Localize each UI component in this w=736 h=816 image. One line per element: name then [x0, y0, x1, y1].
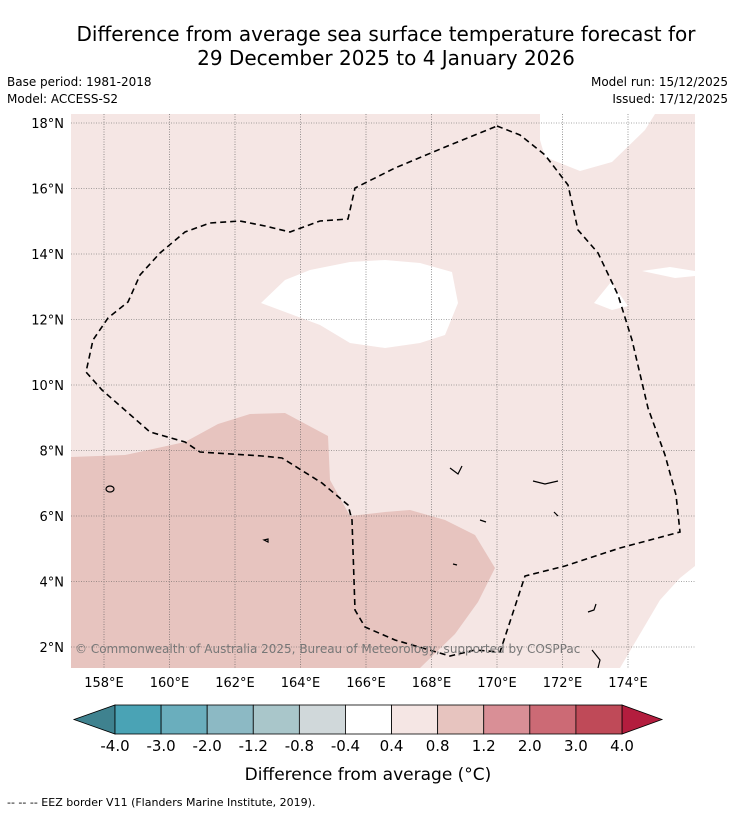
colorbar-tick-label: -2.0 [193, 737, 222, 755]
island [452, 563, 458, 566]
base-period: Base period: 1981-2018 [7, 75, 152, 89]
colorbar-swatch [391, 704, 439, 735]
title-line-2: 29 December 2025 to 4 January 2026 [197, 46, 575, 70]
colorbar-label: Difference from average (°C) [245, 765, 492, 785]
island [587, 603, 597, 613]
colorbar-tick-label: -4.0 [100, 737, 129, 755]
map-area [71, 114, 695, 668]
longitude-label: 174°E [608, 676, 648, 691]
longitude-label: 170°E [477, 676, 517, 691]
colorbar-swatch [252, 704, 300, 735]
island [532, 480, 559, 485]
latitude-label: 18°N [31, 117, 64, 132]
latitude-label: 14°N [31, 248, 64, 263]
latitude-label: 12°N [31, 314, 64, 329]
colorbar-tick-label: 3.0 [564, 737, 588, 755]
island [105, 485, 115, 493]
latitude-label: 8°N [40, 445, 65, 460]
colorbar-under-arrow [72, 704, 116, 735]
longitude-label: 162°E [215, 676, 255, 691]
title-line-1: Difference from average sea surface temp… [76, 22, 696, 46]
islands [105, 465, 601, 669]
colorbar-swatch [437, 704, 485, 735]
latitude-label: 10°N [31, 379, 64, 394]
longitude-label: 164°E [281, 676, 321, 691]
latitude-label: 2°N [40, 641, 65, 656]
island [262, 538, 269, 543]
island [449, 465, 463, 475]
issued-date: Issued: 17/12/2025 [612, 92, 728, 106]
colorbar-swatch [483, 704, 531, 735]
colorbar-swatch [345, 704, 392, 735]
longitude-label: 172°E [543, 676, 583, 691]
island [591, 649, 601, 669]
latitude-label: 4°N [40, 576, 65, 591]
neutral-region-southeast [620, 566, 695, 668]
longitude-label: 166°E [346, 676, 386, 691]
colorbar-swatch [206, 704, 254, 735]
colorbar-swatch [160, 704, 208, 735]
longitude-label: 160°E [150, 676, 190, 691]
colorbar: -4.0 -3.0 -2.0 -1.2 -0.8 -0.4 0.4 0.8 1.2 2.0 3.0 4… [72, 704, 664, 755]
longitude-label: 168°E [412, 676, 452, 691]
anomaly-region-0.8-1.2 [71, 413, 495, 668]
colorbar-swatch [298, 704, 346, 735]
model-name: Model: ACCESS-S2 [7, 92, 119, 106]
colorbar-swatch [114, 704, 162, 735]
latitude-labels: 18°N 16°N 14°N 12°N 10°N 8°N 6°N 4°N 2°N [31, 117, 64, 656]
colorbar-swatch [575, 704, 623, 735]
neutral-region-central [261, 260, 458, 348]
meta-right: Model run: 15/12/2025 Issued: 17/12/2025 [591, 74, 728, 108]
colorbar-tick-label: 0.8 [426, 737, 450, 755]
map-title: Difference from average sea surface temp… [0, 22, 736, 70]
colorbar-tick-label: -1.2 [239, 737, 268, 755]
model-run: Model run: 15/12/2025 [590, 75, 728, 89]
colorbar-tick-label: 2.0 [518, 737, 542, 755]
colorbar-tick-label: 1.2 [472, 737, 496, 755]
longitude-labels: 158°E 160°E 162°E 164°E 166°E 168°E 170°E 172°E… [84, 676, 648, 691]
colorbar-tick-label: 4.0 [610, 737, 634, 755]
longitude-label: 158°E [84, 676, 124, 691]
eez-border [85, 125, 681, 657]
island [553, 511, 559, 517]
gridlines [71, 114, 695, 668]
neutral-region-east [642, 267, 695, 278]
legend-footer: -- -- -- EEZ border V11 (Flanders Marine… [7, 796, 316, 809]
colorbar-over-arrow [621, 704, 664, 735]
neutral-region-north [540, 114, 655, 171]
colorbar-tick-label: -0.4 [331, 737, 360, 755]
colorbar-tick-label: -3.0 [146, 737, 175, 755]
colorbar-tick-label: 0.4 [380, 737, 404, 755]
colorbar-tick-label: -0.8 [285, 737, 314, 755]
latitude-label: 16°N [31, 183, 64, 198]
colorbar-swatch [529, 704, 577, 735]
copyright-text: © Commonwealth of Australia 2025, Bureau… [75, 642, 580, 656]
island [479, 519, 487, 523]
meta-left: Base period: 1981-2018 Model: ACCESS-S2 [7, 74, 152, 108]
latitude-label: 6°N [40, 510, 65, 525]
neutral-region-small [594, 282, 628, 310]
